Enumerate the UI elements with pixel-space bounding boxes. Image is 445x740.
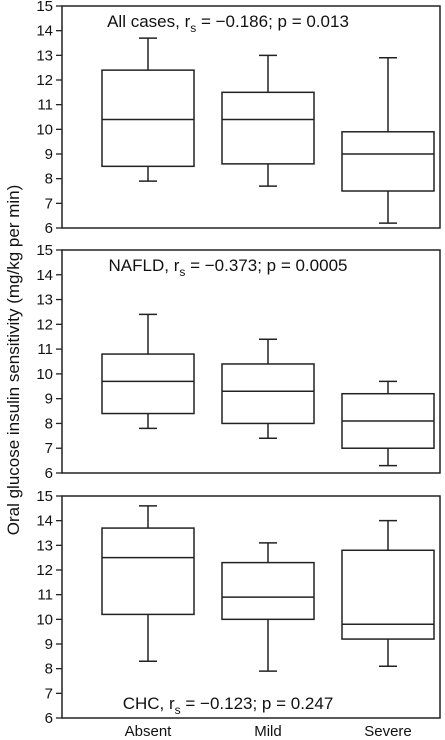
y-tick-label: 11: [37, 97, 53, 114]
y-tick-label: 9: [45, 146, 53, 163]
y-tick-label: 11: [37, 587, 53, 604]
iqr-box: [101, 69, 195, 168]
box-mild: [221, 338, 315, 440]
box-severe: [341, 380, 435, 467]
x-tick-label-mild: Mild: [254, 723, 282, 740]
box-severe: [341, 519, 435, 667]
panel-title: NAFLD, rs = −0.373; p = 0.0005: [109, 256, 348, 279]
y-tick-label: 12: [36, 72, 53, 89]
panel-2: 6 7 8 9 10 11 12 13 14 15 NAFLD, rs = −0.373; p = …: [36, 242, 441, 482]
box-absent: [101, 37, 195, 182]
y-tick-label: 14: [36, 513, 53, 530]
iqr-box: [221, 561, 315, 621]
y-tick-label: 15: [36, 242, 53, 259]
y-tick-label: 13: [36, 292, 53, 309]
y-tick-label: 13: [36, 537, 53, 554]
iqr-box: [101, 527, 195, 616]
y-tick-label: 15: [36, 488, 53, 505]
y-tick-label: 12: [36, 562, 53, 579]
x-tick-label-absent: Absent: [125, 723, 173, 740]
y-tick-label: 6: [45, 710, 53, 727]
y-axis-label: Oral glucose insulin sensitivity (mg/kg …: [4, 185, 23, 536]
box-mild: [221, 542, 315, 672]
iqr-box: [341, 131, 435, 192]
y-tick-label: 7: [45, 195, 53, 212]
y-tick-label: 6: [45, 220, 53, 237]
y-tick-label: 8: [45, 171, 53, 188]
y-tick-label: 10: [36, 611, 53, 628]
y-tick-label: 8: [45, 661, 53, 678]
y-tick-label: 9: [45, 391, 53, 408]
y-tick-label: 15: [36, 0, 53, 15]
y-tick-label: 6: [45, 465, 53, 482]
panels-group: 6 7 8 9 10 11 12 13 14 15 All cases, rs = −0.186; …: [36, 0, 441, 740]
y-tick-label: 14: [36, 267, 53, 284]
y-tick-label: 8: [45, 415, 53, 432]
y-tick-label: 7: [45, 440, 53, 457]
y-tick-label: 9: [45, 636, 53, 653]
y-tick-label: 12: [36, 316, 53, 333]
panel-frame: [61, 5, 441, 229]
iqr-box: [341, 549, 435, 640]
iqr-box: [221, 363, 315, 425]
panel-title: CHC, rs = −0.123; p = 0.247: [123, 694, 334, 717]
box-severe: [341, 57, 435, 224]
iqr-box: [221, 91, 315, 165]
x-tick-label-severe: Severe: [364, 723, 412, 740]
panel-frame: [61, 249, 441, 474]
panel-frame: [61, 495, 441, 719]
panel-title: All cases, rs = −0.186; p = 0.013: [107, 12, 349, 35]
y-tick-label: 10: [36, 121, 53, 138]
box-mild: [221, 54, 315, 187]
panel-3: 6 7 8 9 10 11 12 13 14 15 CHC, rs = −0.123; p = 0.…: [36, 488, 441, 727]
y-tick-label: 10: [36, 366, 53, 383]
y-tick-label: 13: [36, 47, 53, 64]
y-tick-label: 14: [36, 23, 53, 40]
y-tick-label: 7: [45, 685, 53, 702]
y-tick-label: 11: [37, 341, 53, 358]
box-absent: [101, 313, 195, 430]
panel-1: 6 7 8 9 10 11 12 13 14 15 All cases, rs = −0.186; …: [36, 0, 441, 237]
iqr-box: [101, 353, 195, 415]
box-absent: [101, 505, 195, 663]
